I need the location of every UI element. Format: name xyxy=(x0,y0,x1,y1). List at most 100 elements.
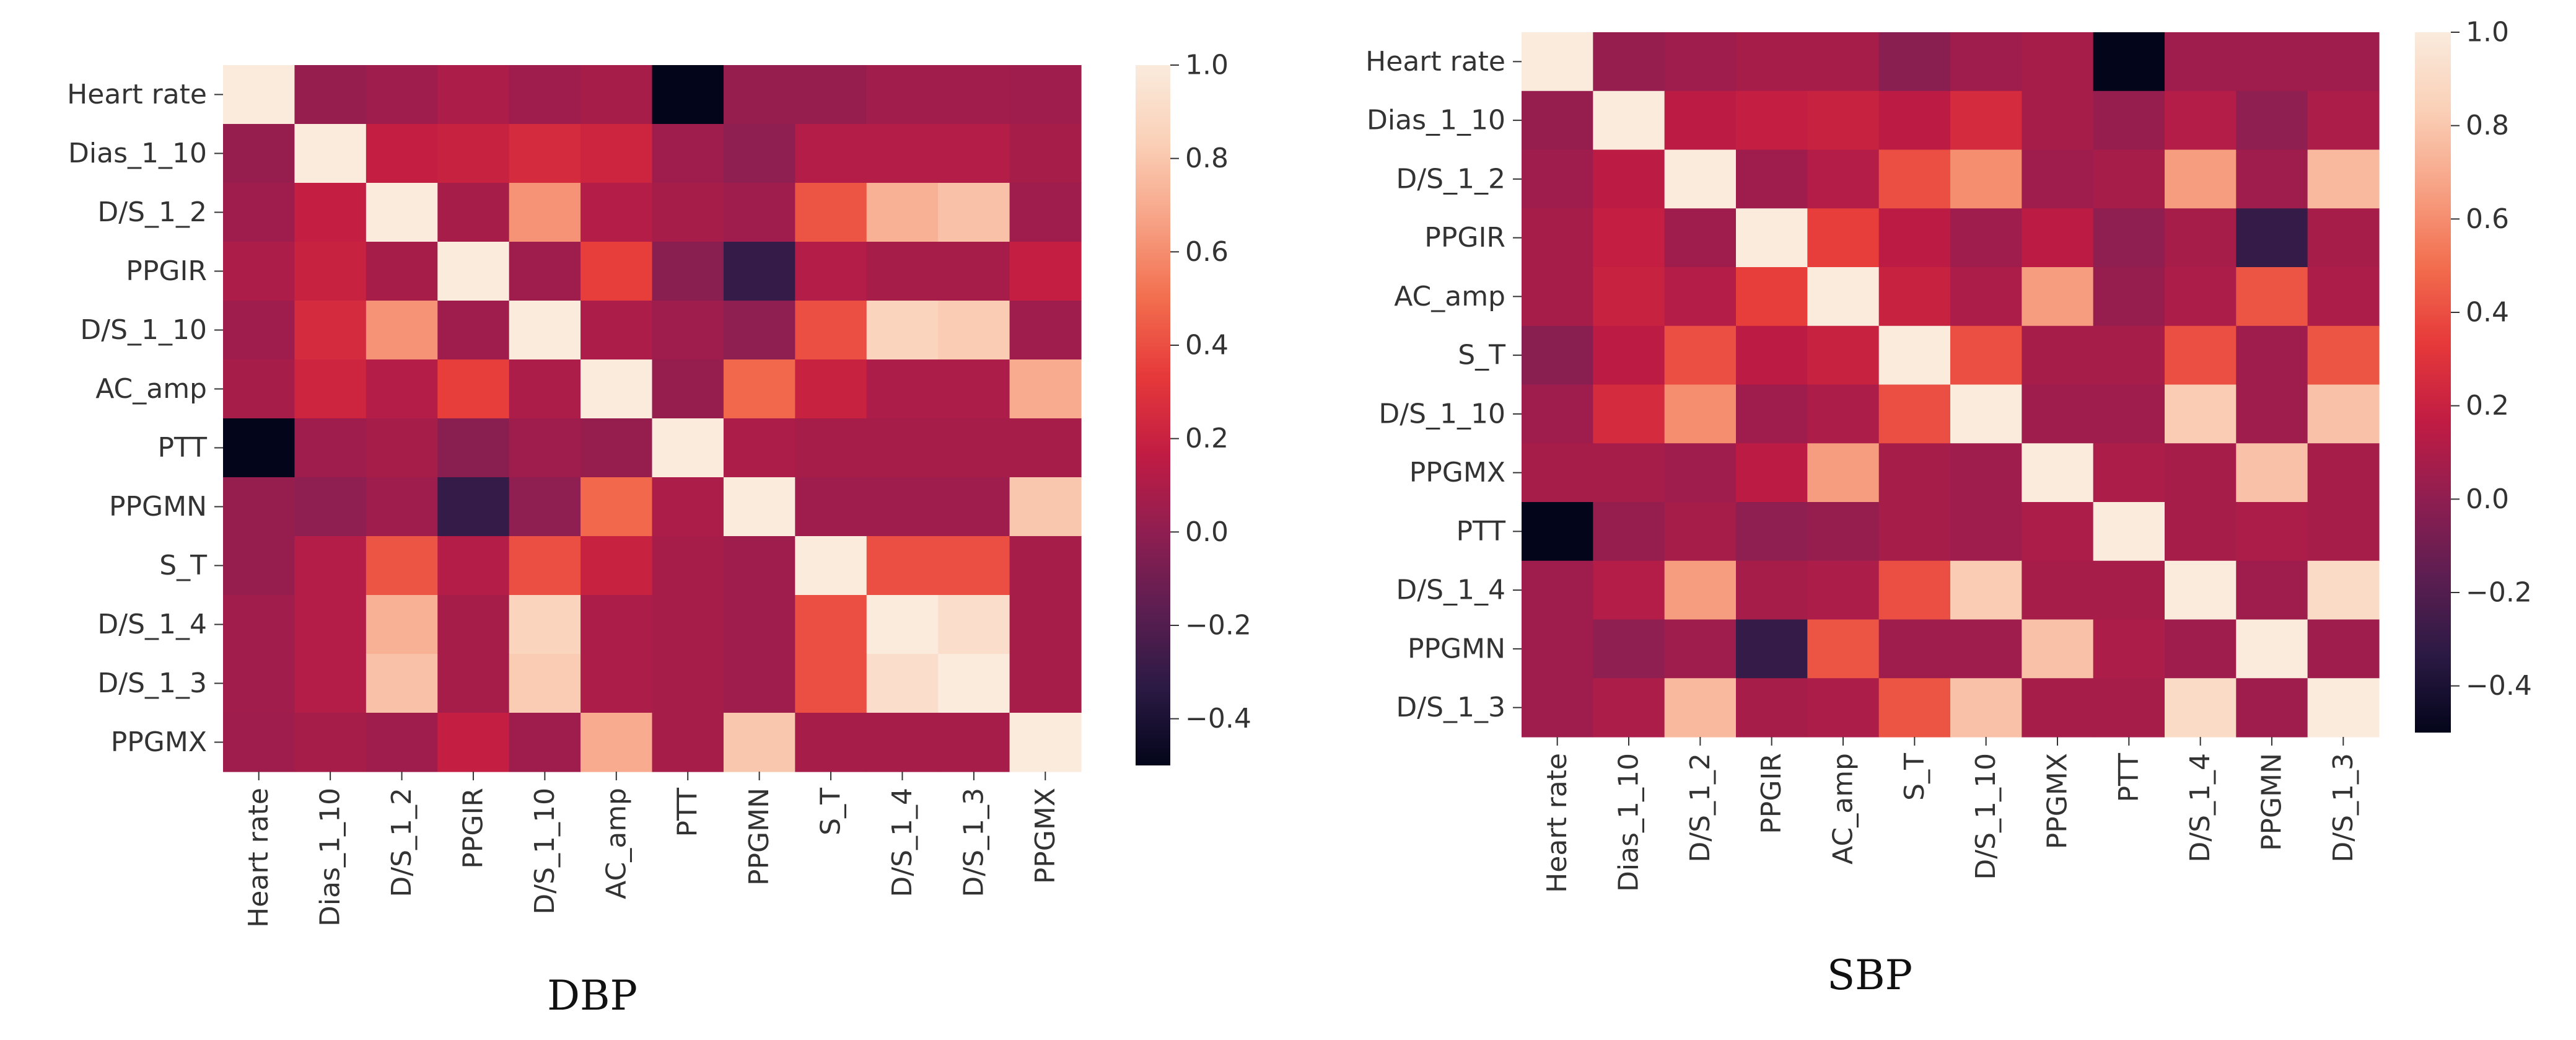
sbp-cell-ppgmn-d-s-1-2 xyxy=(1664,619,1737,679)
dbp-ylabel-d-s-1-2: D/S_1_2 xyxy=(97,196,207,228)
dbp-cell-s-t-ppgmx xyxy=(1009,536,1082,596)
dbp-cell-heart-rate-ppgir xyxy=(437,65,510,125)
dbp-cell-heart-rate-ac-amp xyxy=(580,65,653,125)
sbp-cell-heart-rate-d-s-1-3 xyxy=(2307,32,2380,92)
dbp-cell-ppgmn-dias-1-10 xyxy=(294,477,367,537)
dbp-cell-ptt-d-s-1-10 xyxy=(509,418,581,478)
sbp-cell-ppgir-d-s-1-2 xyxy=(1664,208,1737,268)
sbp-cell-ppgmn-d-s-1-3 xyxy=(2307,619,2380,679)
dbp-cell-ppgir-ptt xyxy=(652,242,724,301)
dbp-cell-d-s-1-3-d-s-1-3 xyxy=(938,654,1010,713)
dbp-cell-ac-amp-d-s-1-2 xyxy=(366,359,438,419)
dbp-cell-s-t-s-t xyxy=(795,536,867,596)
dbp-cell-d-s-1-3-d-s-1-10 xyxy=(509,654,581,713)
sbp-ylabel-ppgmn: PPGMN xyxy=(1408,633,1505,664)
sbp-cell-d-s-1-2-heart-rate xyxy=(1522,149,1593,209)
sbp-ylabel-d-s-1-2: D/S_1_2 xyxy=(1396,163,1505,195)
sbp-cell-d-s-1-3-ppgmn xyxy=(2236,678,2308,738)
sbp-cell-heart-rate-d-s-1-4 xyxy=(2165,32,2236,92)
sbp-cell-d-s-1-2-ppgmx xyxy=(2022,149,2094,209)
dbp-cell-ac-amp-d-s-1-10 xyxy=(509,359,581,419)
dbp-cell-d-s-1-10-d-s-1-10 xyxy=(509,301,581,360)
sbp-cell-ppgmn-ppgmn xyxy=(2236,619,2308,679)
sbp-heatmap: Heart rate Dias_1_10 D/S_1_2 PPGIR AC_amp S_T… xyxy=(1365,17,2532,893)
dbp-cell-s-t-d-s-1-10 xyxy=(509,536,581,596)
dbp-ylabel-d-s-1-4: D/S_1_4 xyxy=(97,609,207,640)
dbp-cell-ppgmn-s-t xyxy=(795,477,867,537)
dbp-colorbar-tick-label: 0.4 xyxy=(1185,330,1229,361)
sbp-cell-d-s-1-2-d-s-1-3 xyxy=(2307,149,2380,209)
sbp-cell-heart-rate-ppgir xyxy=(1736,32,1808,92)
dbp-cell-d-s-1-4-d-s-1-4 xyxy=(866,595,939,654)
sbp-cell-dias-1-10-ac-amp xyxy=(1807,90,1880,151)
dbp-cell-ptt-ac-amp xyxy=(580,418,653,478)
sbp-cell-ppgmn-ptt xyxy=(2093,619,2165,679)
sbp-cell-s-t-dias-1-10 xyxy=(1593,325,1665,386)
dbp-cell-ac-amp-d-s-1-4 xyxy=(866,359,939,419)
sbp-cell-d-s-1-10-d-s-1-10 xyxy=(1950,384,2022,444)
sbp-cell-d-s-1-3-d-s-1-3 xyxy=(2307,678,2380,738)
sbp-colorbar xyxy=(2415,32,2451,733)
sbp-cell-d-s-1-10-ppgmx xyxy=(2022,384,2094,444)
sbp-xlabel-ptt: PTT xyxy=(2113,753,2145,803)
dbp-cell-ppgir-heart-rate xyxy=(223,242,296,301)
dbp-cell-ppgmx-ppgir xyxy=(437,713,510,772)
sbp-cell-d-s-1-4-ptt xyxy=(2093,560,2165,620)
dbp-cell-dias-1-10-heart-rate xyxy=(223,124,296,183)
sbp-cell-d-s-1-3-dias-1-10 xyxy=(1593,678,1665,738)
sbp-cell-ppgir-ppgmn xyxy=(2236,208,2308,268)
dbp-colorbar-tick-label: −0.4 xyxy=(1185,703,1251,734)
dbp-cell-ppgmx-s-t xyxy=(795,713,867,772)
dbp-ylabel-s-t: S_T xyxy=(159,550,207,581)
sbp-colorbar-tick-label: 0.0 xyxy=(2466,483,2509,515)
dbp-cell-d-s-1-3-d-s-1-4 xyxy=(866,654,939,713)
sbp-cell-ptt-d-s-1-10 xyxy=(1950,502,2022,562)
sbp-cell-d-s-1-4-d-s-1-3 xyxy=(2307,560,2380,620)
dbp-cell-d-s-1-10-d-s-1-4 xyxy=(866,301,939,360)
dbp-xlabel-d-s-1-10: D/S_1_10 xyxy=(529,788,561,915)
sbp-cell-ptt-d-s-1-2 xyxy=(1664,502,1737,562)
sbp-cell-d-s-1-4-dias-1-10 xyxy=(1593,560,1665,620)
sbp-cell-d-s-1-2-dias-1-10 xyxy=(1593,149,1665,209)
dbp-cell-dias-1-10-ppgmn xyxy=(723,124,795,183)
sbp-cell-s-t-ppgmn xyxy=(2236,325,2308,386)
dbp-cell-d-s-1-2-d-s-1-2 xyxy=(366,183,438,242)
dbp-cell-s-t-heart-rate xyxy=(223,536,296,596)
dbp-cell-ppgmn-d-s-1-4 xyxy=(866,477,939,537)
dbp-cell-ppgmx-ptt xyxy=(652,713,724,772)
sbp-ylabel-ppgmx: PPGMX xyxy=(1409,457,1505,488)
dbp-cell-ppgmn-d-s-1-10 xyxy=(509,477,581,537)
dbp-cell-ppgmx-ac-amp xyxy=(580,713,653,772)
sbp-cell-d-s-1-3-ac-amp xyxy=(1807,678,1880,738)
dbp-cell-dias-1-10-d-s-1-2 xyxy=(366,124,438,183)
dbp-cell-heart-rate-d-s-1-4 xyxy=(866,65,939,125)
dbp-cell-dias-1-10-s-t xyxy=(795,124,867,183)
sbp-cell-ppgmx-d-s-1-4 xyxy=(2165,443,2236,503)
dbp-cell-d-s-1-4-ppgmx xyxy=(1009,595,1082,654)
sbp-cell-ac-amp-ptt xyxy=(2093,267,2165,327)
dbp-ylabel-ac-amp: AC_amp xyxy=(95,373,207,405)
sbp-cell-d-s-1-2-d-s-1-2 xyxy=(1664,149,1737,209)
dbp-cell-ptt-ppgmx xyxy=(1009,418,1082,478)
dbp-cell-heart-rate-dias-1-10 xyxy=(294,65,367,125)
dbp-xlabel-ppgir: PPGIR xyxy=(457,788,489,869)
dbp-xlabel-s-t: S_T xyxy=(815,788,847,835)
sbp-cell-dias-1-10-ppgmn xyxy=(2236,90,2308,151)
sbp-cell-ppgmx-ac-amp xyxy=(1807,443,1880,503)
dbp-cell-d-s-1-2-ppgmn xyxy=(723,183,795,242)
dbp-cell-d-s-1-3-ac-amp xyxy=(580,654,653,713)
sbp-ylabel-d-s-1-3: D/S_1_3 xyxy=(1396,692,1505,723)
sbp-cell-heart-rate-s-t xyxy=(1878,32,1951,92)
sbp-cell-ac-amp-d-s-1-3 xyxy=(2307,267,2380,327)
sbp-cell-d-s-1-4-ppgir xyxy=(1736,560,1808,620)
dbp-cell-ac-amp-ppgir xyxy=(437,359,510,419)
dbp-cell-dias-1-10-d-s-1-10 xyxy=(509,124,581,183)
sbp-cell-dias-1-10-ptt xyxy=(2093,90,2165,151)
sbp-cell-ppgir-heart-rate xyxy=(1522,208,1593,268)
dbp-cell-s-t-dias-1-10 xyxy=(294,536,367,596)
sbp-ylabel-dias-1-10: Dias_1_10 xyxy=(1367,105,1505,136)
sbp-cell-ppgmn-heart-rate xyxy=(1522,619,1593,679)
sbp-cell-ppgmn-ac-amp xyxy=(1807,619,1880,679)
dbp-cell-ppgmx-d-s-1-3 xyxy=(938,713,1010,772)
sbp-cell-ppgir-d-s-1-4 xyxy=(2165,208,2236,268)
